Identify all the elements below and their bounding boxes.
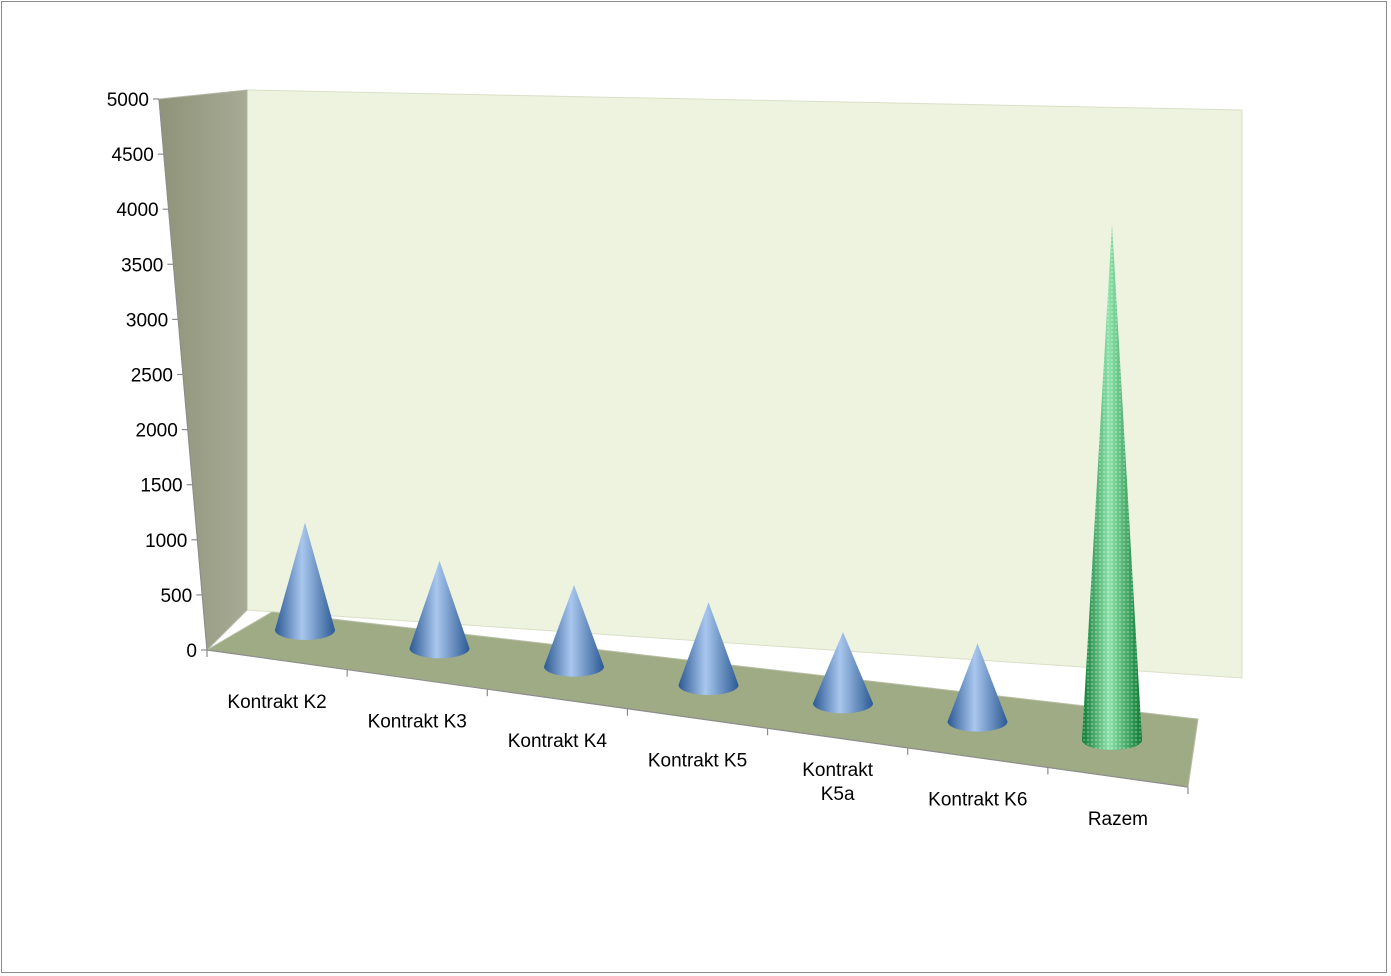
y-tick-label: 3500 [121, 255, 163, 276]
cone-bar [678, 602, 739, 695]
cone-series [275, 223, 1142, 750]
cone-body [678, 602, 739, 695]
cone-total [1082, 223, 1142, 750]
cone-body [813, 632, 873, 714]
y-tick-label: 5000 [107, 90, 149, 111]
x-tick-label: Kontrakt K3 [368, 711, 467, 732]
y-tick-label: 2500 [131, 366, 173, 387]
x-axis-ticks [206, 650, 1189, 794]
y-tick-label: 4500 [112, 145, 154, 166]
y-tick-label: 4000 [116, 200, 158, 221]
x-tick-label: Kontrakt K4 [508, 731, 608, 752]
cone-body [947, 643, 1008, 732]
x-tick-label: Kontrakt K5a [802, 760, 873, 805]
x-tick-label: Kontrakt K5 [648, 751, 747, 772]
y-axis-ticks: 0 500 1000 1500 2000 2500 3000 3500 4000 4500 5000 [107, 90, 207, 662]
x-tick-label: Razem [1088, 809, 1148, 830]
cone-body [409, 560, 470, 659]
cone-body [275, 522, 335, 640]
cone-bar [275, 522, 335, 640]
cone-body [544, 584, 604, 677]
y-tick-label: 500 [160, 586, 192, 607]
x-axis-labels: Kontrakt K2 Kontrakt K3 Kontrakt K4 Kontrak… [227, 692, 1148, 830]
y-tick-label: 3000 [126, 310, 168, 331]
cone-bar [544, 584, 604, 677]
y-tick-label: 0 [186, 641, 197, 662]
x-axis-line [206, 649, 1189, 788]
y-tick-label: 2000 [136, 421, 178, 442]
cone-texture [1082, 223, 1142, 750]
y-tick-label: 1000 [145, 531, 187, 552]
cone-bar [947, 643, 1008, 732]
y-tick-label: 1500 [140, 476, 182, 497]
cone-bar [409, 560, 470, 659]
x-tick-label: Kontrakt K6 [928, 790, 1027, 811]
x-tick-label: Kontrakt K2 [227, 692, 326, 713]
cone-bar [813, 632, 873, 714]
